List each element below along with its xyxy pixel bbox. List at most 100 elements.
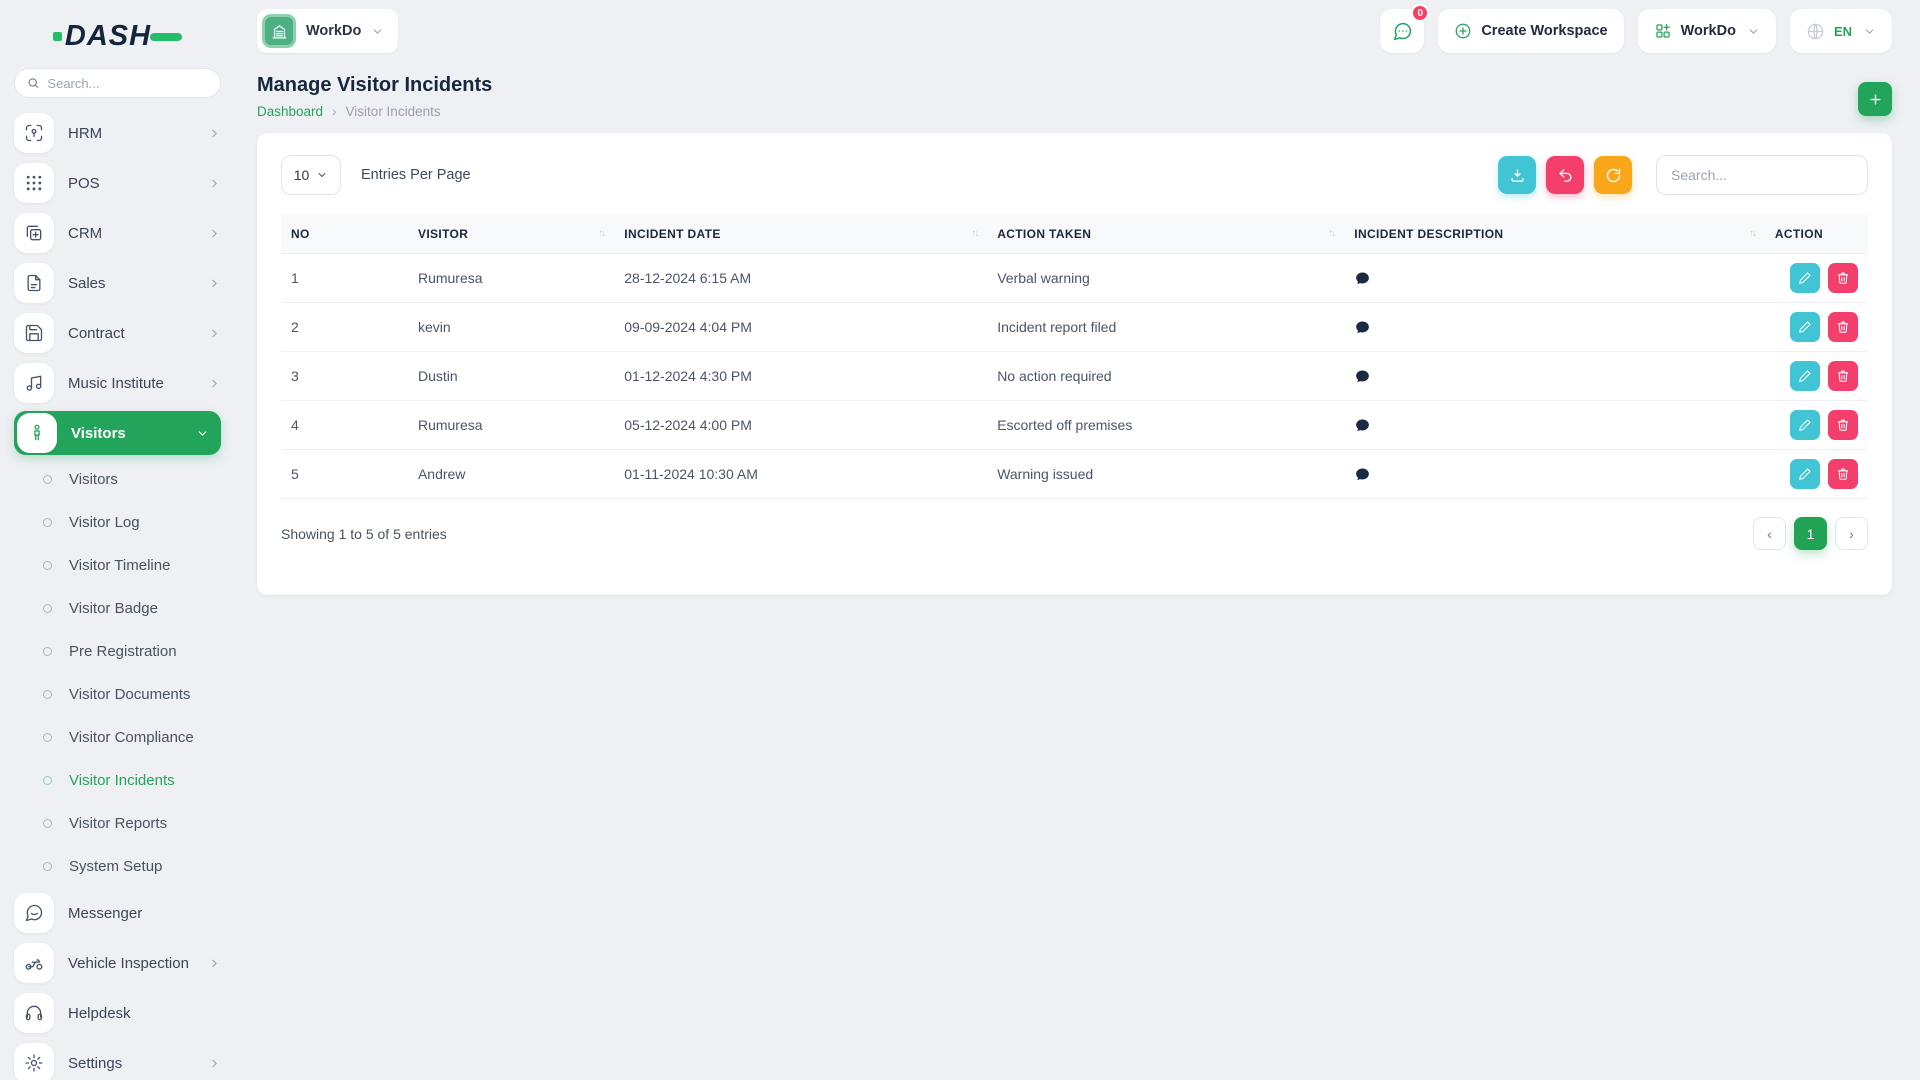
cell-actions: [1764, 400, 1868, 450]
edit-button[interactable]: [1790, 263, 1820, 293]
top-bar: WorkDo 0 Create Workspace WorkDo EN: [257, 0, 1892, 62]
sidebar-subitem-visitor-compliance[interactable]: Visitor Compliance: [14, 716, 221, 759]
sidebar-item-settings[interactable]: Settings: [14, 1038, 221, 1080]
table-row: 2 kevin 09-09-2024 4:04 PM Incident repo…: [281, 302, 1868, 352]
sidebar-item-pos[interactable]: POS: [14, 158, 221, 208]
subitem-label: Visitor Log: [69, 514, 140, 531]
sidebar-search[interactable]: [14, 68, 221, 98]
sidebar-search-input[interactable]: [47, 75, 208, 91]
cell-incident-date: 01-12-2024 4:30 PM: [614, 351, 988, 401]
dash-logo[interactable]: DASH: [14, 14, 221, 58]
sidebar-subitem-system-setup[interactable]: System Setup: [14, 845, 221, 888]
workspace-switcher[interactable]: WorkDo: [1637, 9, 1776, 53]
sidebar-item-crm[interactable]: CRM: [14, 208, 221, 258]
column-header-visitor[interactable]: VISITOR ↑↓: [417, 227, 606, 241]
pagination-next-button[interactable]: ›: [1835, 517, 1868, 550]
cell-incident-description: [1344, 351, 1765, 401]
sidebar-subitem-visitor-documents[interactable]: Visitor Documents: [14, 673, 221, 716]
notifications-button[interactable]: 0: [1380, 4, 1430, 53]
bullet-icon: [43, 475, 52, 484]
pagination-page-1-button[interactable]: 1: [1794, 517, 1827, 550]
delete-button[interactable]: [1828, 263, 1858, 293]
delete-button[interactable]: [1828, 410, 1858, 440]
table-footer: Showing 1 to 5 of 5 entries ‹ 1 ›: [281, 517, 1868, 550]
trash-icon: [1837, 370, 1849, 382]
sidebar: DASH HRM POS CRM Sales Contract: [0, 0, 233, 1080]
sidebar-item-helpdesk[interactable]: Helpdesk: [14, 988, 221, 1038]
breadcrumb-dashboard-link[interactable]: Dashboard: [257, 104, 324, 119]
create-workspace-button[interactable]: Create Workspace: [1438, 9, 1624, 53]
table-search-input[interactable]: [1656, 155, 1868, 195]
sidebar-item-vehicle-inspection[interactable]: Vehicle Inspection: [14, 938, 221, 988]
sidebar-item-contract[interactable]: Contract: [14, 308, 221, 358]
pagination-prev-button[interactable]: ‹: [1753, 517, 1786, 550]
column-header-action: ACTION: [1774, 227, 1823, 241]
table-row: 4 Rumuresa 05-12-2024 4:00 PM Escorted o…: [281, 400, 1868, 450]
export-button[interactable]: [1498, 156, 1536, 194]
workspace-label: WorkDo: [306, 23, 362, 39]
chevron-right-icon: [208, 127, 221, 140]
delete-button[interactable]: [1828, 361, 1858, 391]
refresh-icon: [1606, 168, 1620, 182]
cell-incident-description: [1344, 302, 1765, 352]
sidebar-subitem-visitor-timeline[interactable]: Visitor Timeline: [14, 544, 221, 587]
edit-button[interactable]: [1790, 459, 1820, 489]
comment-icon[interactable]: [1354, 368, 1755, 385]
sidebar-item-hrm[interactable]: HRM: [14, 108, 221, 158]
entries-per-page-select[interactable]: 10: [281, 155, 341, 195]
comment-icon[interactable]: [1354, 319, 1755, 336]
undo-button[interactable]: [1546, 156, 1584, 194]
column-header-incident-date[interactable]: INCIDENT DATE ↑↓: [624, 227, 979, 241]
chevron-right-icon: [208, 177, 221, 190]
workspace-dropdown[interactable]: WorkDo: [257, 9, 399, 53]
comment-icon[interactable]: [1354, 417, 1755, 434]
table-row: 3 Dustin 01-12-2024 4:30 PM No action re…: [281, 351, 1868, 401]
incidents-table: NO VISITOR ↑↓ INCIDENT DATE ↑↓ ACTION TAKE…: [281, 215, 1868, 499]
plus-circle-icon: [1455, 23, 1471, 39]
sidebar-subitem-visitor-reports[interactable]: Visitor Reports: [14, 802, 221, 845]
cell-incident-date: 01-11-2024 10:30 AM: [614, 449, 988, 499]
refresh-button[interactable]: [1594, 156, 1632, 194]
main-content: WorkDo 0 Create Workspace WorkDo EN: [233, 0, 1920, 595]
language-dropdown[interactable]: EN: [1789, 9, 1892, 53]
notification-badge: 0: [1411, 4, 1430, 22]
sidebar-item-messenger[interactable]: Messenger: [14, 888, 221, 938]
sidebar-subitem-visitor-badge[interactable]: Visitor Badge: [14, 587, 221, 630]
bullet-icon: [43, 690, 52, 699]
delete-button[interactable]: [1828, 459, 1858, 489]
cell-actions: [1764, 351, 1868, 401]
bullet-icon: [43, 776, 52, 785]
copy-icon: [14, 213, 54, 253]
column-header-incident-description[interactable]: INCIDENT DESCRIPTION ↑↓: [1354, 227, 1757, 241]
pagination: ‹ 1 ›: [1753, 517, 1868, 550]
cell-no: 1: [281, 253, 408, 303]
edit-button[interactable]: [1790, 410, 1820, 440]
edit-button[interactable]: [1790, 361, 1820, 391]
sidebar-subitem-visitors[interactable]: Visitors: [14, 458, 221, 501]
sidebar-subitem-visitor-log[interactable]: Visitor Log: [14, 501, 221, 544]
sidebar-item-visitors[interactable]: Visitors: [14, 411, 221, 455]
sidebar-item-label: Vehicle Inspection: [68, 954, 189, 972]
subitem-label: Visitor Incidents: [69, 772, 175, 789]
bullet-icon: [43, 561, 52, 570]
comment-icon[interactable]: [1354, 270, 1755, 287]
floppy-icon: [14, 313, 54, 353]
comment-icon[interactable]: [1354, 466, 1755, 483]
delete-button[interactable]: [1828, 312, 1858, 342]
cell-incident-description: [1344, 253, 1765, 303]
subitem-label: Visitor Documents: [69, 686, 191, 703]
sidebar-item-sales[interactable]: Sales: [14, 258, 221, 308]
cell-incident-date: 05-12-2024 4:00 PM: [614, 400, 988, 450]
chevron-down-icon: [196, 427, 209, 440]
sidebar-item-label: POS: [68, 174, 100, 192]
column-header-no[interactable]: NO: [291, 227, 310, 241]
sidebar-item-music-institute[interactable]: Music Institute: [14, 358, 221, 408]
cell-incident-date: 28-12-2024 6:15 AM: [614, 253, 988, 303]
column-header-action-taken[interactable]: ACTION TAKEN ↑↓: [997, 227, 1336, 241]
sidebar-item-label: Contract: [68, 324, 125, 342]
add-incident-button[interactable]: [1858, 82, 1892, 116]
edit-button[interactable]: [1790, 312, 1820, 342]
sidebar-subitem-visitor-incidents[interactable]: Visitor Incidents: [14, 759, 221, 802]
bullet-icon: [43, 819, 52, 828]
sidebar-subitem-pre-registration[interactable]: Pre Registration: [14, 630, 221, 673]
